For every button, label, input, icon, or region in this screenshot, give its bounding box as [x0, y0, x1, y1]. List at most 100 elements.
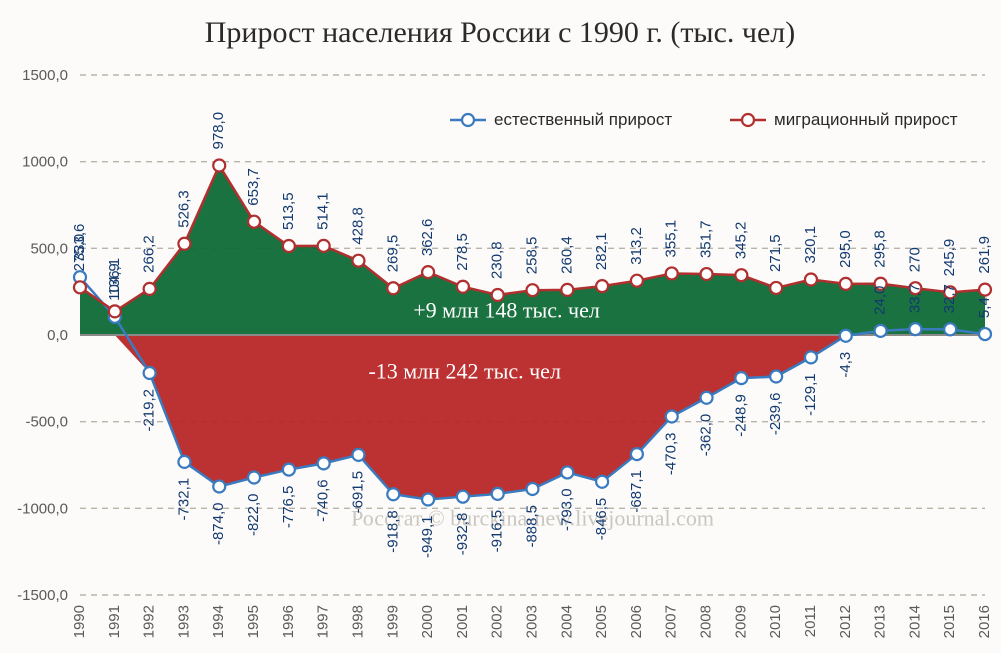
- svg-text:271,5: 271,5: [767, 234, 784, 272]
- natural-marker: [805, 351, 817, 363]
- svg-text:-846,5: -846,5: [593, 498, 610, 541]
- natural-marker: [387, 488, 399, 500]
- migration-marker: [352, 255, 364, 267]
- svg-text:333,6: 333,6: [71, 224, 88, 262]
- natural-value-label: -916,5: [489, 510, 506, 553]
- migration-marker: [561, 284, 573, 296]
- x-tick: 2009: [732, 605, 749, 638]
- svg-text:24,0: 24,0: [872, 286, 889, 315]
- migration-marker: [144, 283, 156, 295]
- svg-text:355,1: 355,1: [663, 220, 680, 258]
- migration-value-label: 282,1: [593, 233, 610, 271]
- svg-text:1991: 1991: [106, 605, 123, 638]
- migration-value-label: 270: [906, 247, 923, 272]
- migration-value-label: 266,2: [141, 235, 158, 273]
- natural-value-label: -687,1: [628, 470, 645, 513]
- svg-text:-949,1: -949,1: [419, 516, 436, 559]
- svg-text:33,7: 33,7: [906, 284, 923, 313]
- svg-text:653,7: 653,7: [245, 168, 262, 206]
- migration-marker: [596, 280, 608, 292]
- svg-text:-4,3: -4,3: [837, 352, 854, 378]
- migration-marker: [178, 238, 190, 250]
- svg-text:1995: 1995: [245, 605, 262, 638]
- migration-value-label: 351,7: [698, 220, 715, 258]
- natural-marker: [561, 466, 573, 478]
- migration-marker: [979, 284, 991, 296]
- svg-text:-732,1: -732,1: [175, 478, 192, 521]
- svg-text:-470,3: -470,3: [663, 433, 680, 476]
- natural-value-label: -949,1: [419, 516, 436, 559]
- natural-value-label: -219,2: [141, 389, 158, 432]
- svg-text:2006: 2006: [628, 605, 645, 638]
- svg-text:1994: 1994: [210, 605, 227, 638]
- natural-marker: [178, 456, 190, 468]
- x-tick: 1999: [384, 605, 401, 638]
- y-tick-label: -1000,0: [17, 500, 68, 517]
- x-tick: 2005: [593, 605, 610, 638]
- svg-text:270: 270: [906, 247, 923, 272]
- migration-value-label: 526,3: [175, 190, 192, 228]
- x-tick: 2013: [872, 605, 889, 638]
- svg-text:362,6: 362,6: [419, 219, 436, 257]
- svg-text:320,1: 320,1: [802, 226, 819, 264]
- natural-value-label: -874,0: [210, 502, 227, 545]
- x-tick: 1991: [106, 605, 123, 638]
- natural-value-label: -362,0: [698, 414, 715, 457]
- svg-text:2009: 2009: [732, 605, 749, 638]
- migration-value-label: 514,1: [315, 192, 332, 230]
- migration-value-label: 978,0: [210, 112, 227, 150]
- svg-text:258,5: 258,5: [524, 237, 541, 275]
- x-tick: 1997: [315, 605, 332, 638]
- natural-marker: [735, 372, 747, 384]
- natural-value-label: -691,5: [349, 471, 366, 514]
- migration-value-label: 261,9: [976, 236, 993, 274]
- svg-text:1998: 1998: [349, 605, 366, 638]
- chart-title: Прирост населения России с 1990 г. (тыс.…: [205, 16, 796, 49]
- natural-marker: [527, 483, 539, 495]
- natural-value-label: -846,5: [593, 498, 610, 541]
- x-tick: 2016: [976, 605, 993, 638]
- natural-marker: [909, 323, 921, 335]
- migration-marker: [109, 305, 121, 317]
- svg-text:-362,0: -362,0: [698, 414, 715, 457]
- y-tick-label: 500,0: [30, 240, 68, 257]
- migration-value-label: 245,9: [941, 239, 958, 277]
- svg-text:2015: 2015: [941, 605, 958, 638]
- natural-value-label: 104,9: [106, 263, 123, 301]
- svg-text:-687,1: -687,1: [628, 470, 645, 513]
- svg-text:-239,6: -239,6: [767, 393, 784, 436]
- migration-value-label: 295,0: [837, 230, 854, 268]
- natural-value-label: -470,3: [663, 433, 680, 476]
- svg-text:2016: 2016: [976, 605, 993, 638]
- svg-text:-874,0: -874,0: [210, 502, 227, 545]
- legend-marker-migration: [742, 114, 754, 126]
- migration-value-label: 362,6: [419, 219, 436, 257]
- svg-text:2014: 2014: [906, 605, 923, 638]
- svg-text:230,8: 230,8: [489, 241, 506, 279]
- migration-marker: [840, 278, 852, 290]
- migration-marker: [701, 268, 713, 280]
- x-tick: 2014: [906, 605, 923, 638]
- x-tick: 2002: [489, 605, 506, 638]
- legend-label-natural: естественный прирост: [494, 110, 672, 129]
- migration-marker: [527, 284, 539, 296]
- svg-text:295,8: 295,8: [872, 230, 889, 268]
- svg-text:978,0: 978,0: [210, 112, 227, 150]
- migration-marker: [74, 281, 86, 293]
- svg-text:-691,5: -691,5: [349, 471, 366, 514]
- x-tick: 1994: [210, 605, 227, 638]
- natural-marker: [631, 448, 643, 460]
- svg-text:278,5: 278,5: [454, 233, 471, 271]
- x-tick: 2000: [419, 605, 436, 638]
- y-tick-label: 1000,0: [22, 154, 68, 171]
- svg-text:282,1: 282,1: [593, 233, 610, 271]
- migration-marker: [805, 274, 817, 286]
- migration-marker: [387, 282, 399, 294]
- svg-text:513,5: 513,5: [280, 192, 297, 230]
- svg-text:1992: 1992: [141, 605, 158, 638]
- area-label-negative: -13 млн 242 тыс. чел: [368, 358, 560, 383]
- svg-text:-793,0: -793,0: [558, 488, 575, 531]
- natural-value-label: 24,0: [872, 286, 889, 315]
- natural-marker: [944, 323, 956, 335]
- svg-text:269,5: 269,5: [384, 235, 401, 273]
